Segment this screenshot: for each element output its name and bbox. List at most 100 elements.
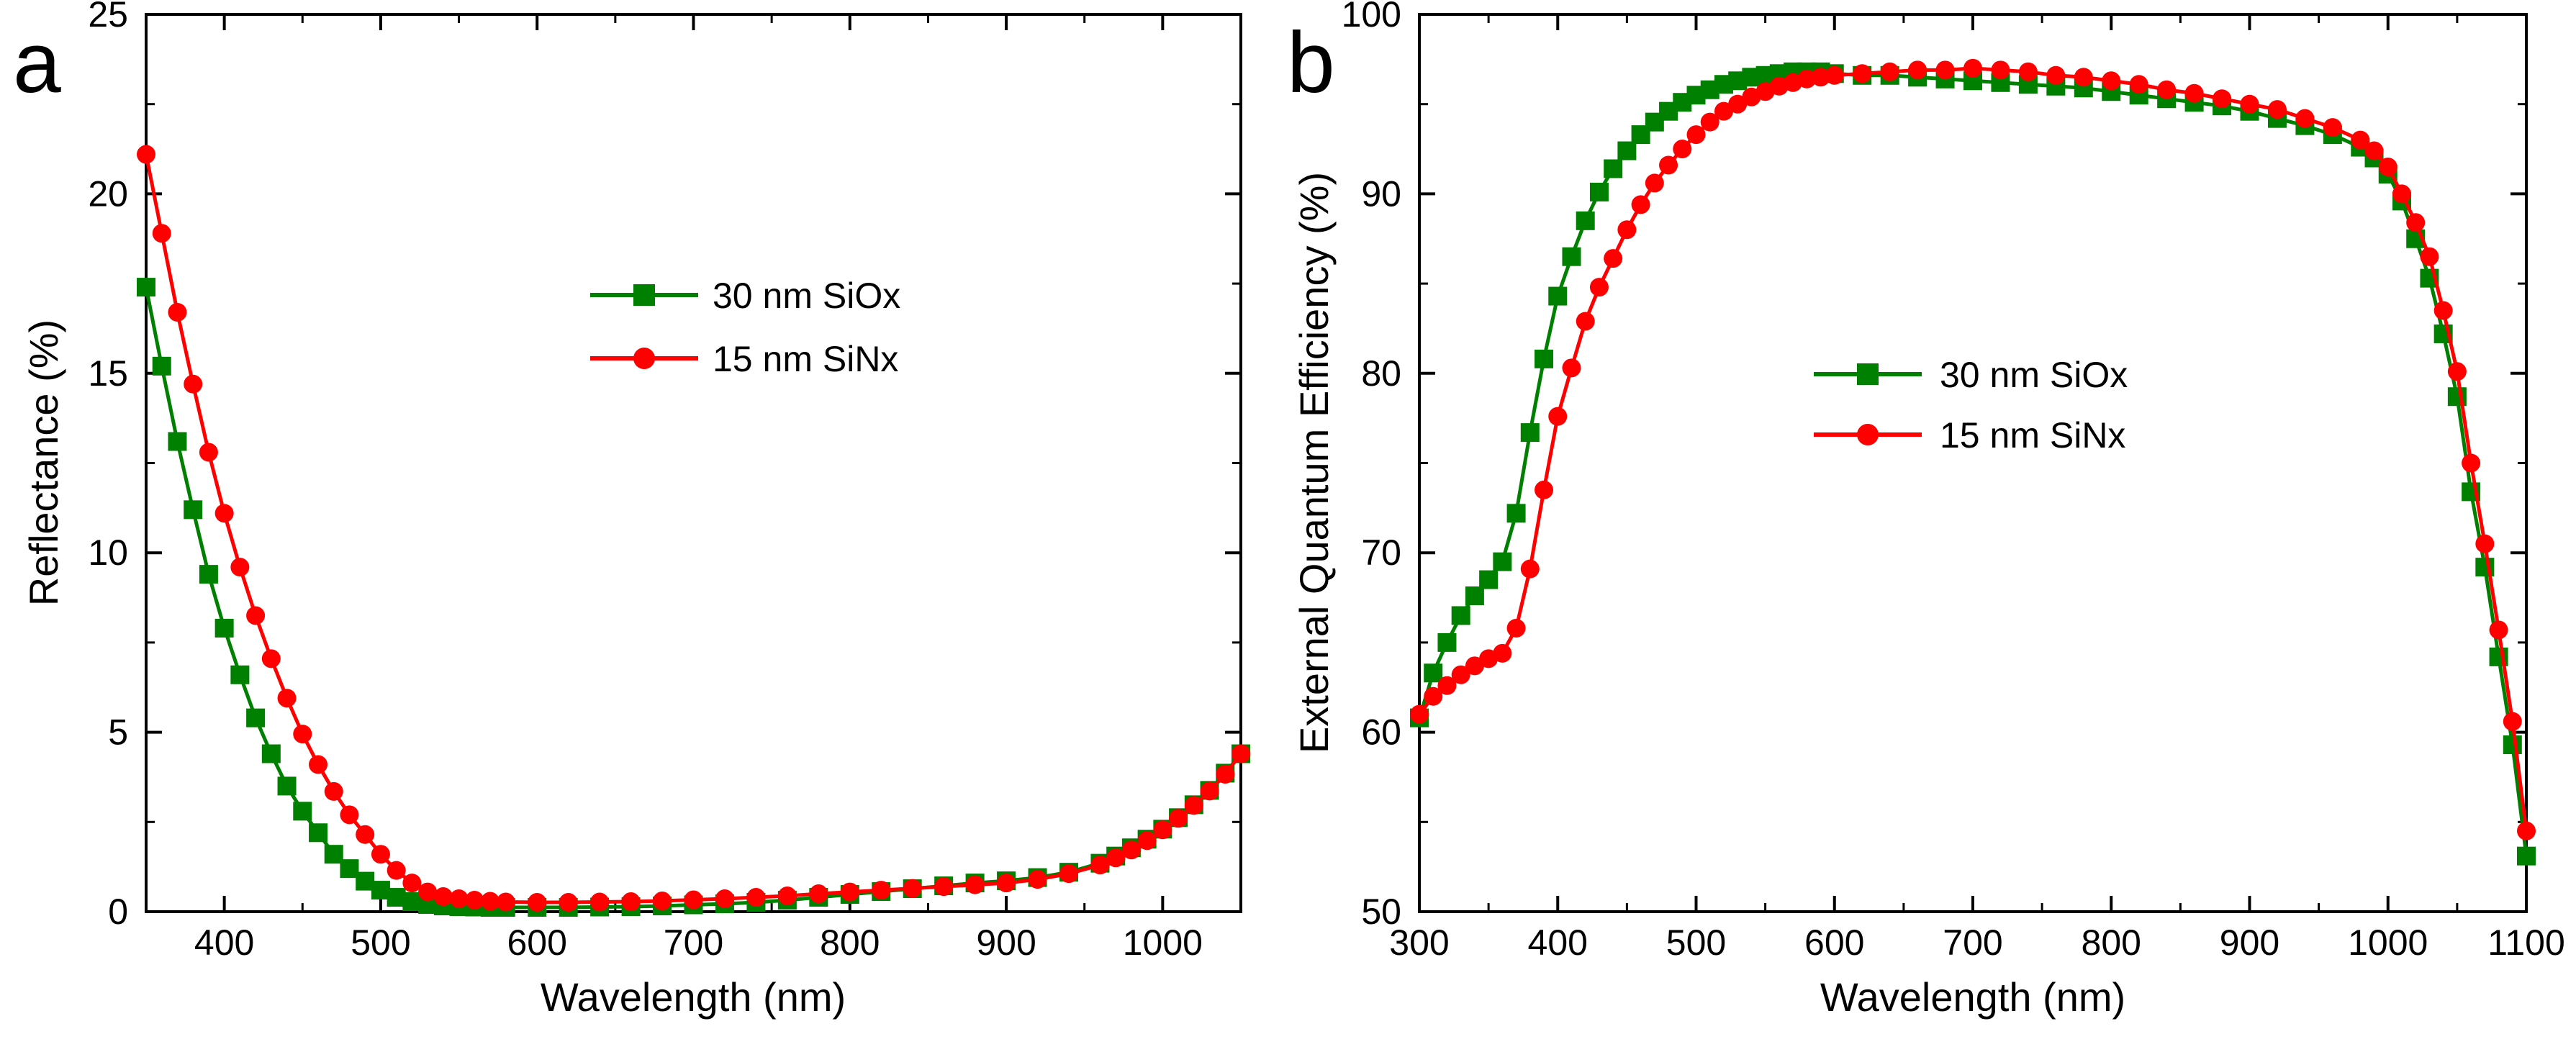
data-point (137, 278, 155, 297)
data-point (293, 802, 312, 821)
data-point (2517, 846, 2536, 866)
data-point (1424, 663, 1443, 683)
data-point (1506, 618, 1526, 638)
data-point (184, 500, 203, 520)
data-point (1535, 480, 1554, 499)
x-tick-label: 900 (976, 922, 1036, 963)
data-point (1548, 407, 1568, 426)
data-point (1617, 220, 1637, 240)
data-point (277, 776, 297, 796)
data-point (1106, 848, 1126, 868)
data-point (1617, 141, 1637, 160)
data-point (277, 689, 297, 708)
data-point (402, 892, 422, 912)
data-point (2433, 301, 2453, 320)
data-point (1437, 676, 1457, 695)
data-point (746, 888, 766, 907)
data-point (246, 606, 266, 625)
x-tick-label: 700 (664, 922, 723, 963)
x-tick-label: 1000 (1123, 922, 1203, 963)
panel-b-ticks: 300 400 500 600 700 800 900 1000 1100 50 60 70 80 90 1… (1342, 0, 2565, 963)
data-point (184, 374, 203, 394)
data-point (2267, 100, 2287, 119)
data-point (2462, 453, 2481, 473)
x-tick-label: 400 (194, 922, 254, 963)
data-point (199, 565, 218, 584)
data-point (481, 892, 500, 911)
data-point (1424, 686, 1443, 706)
x-tick-label: 800 (820, 922, 880, 963)
data-point (559, 893, 578, 912)
data-point (1589, 278, 1609, 297)
data-point (449, 889, 469, 909)
data-point (1908, 60, 1928, 80)
data-point (2489, 620, 2508, 640)
data-point (340, 859, 359, 879)
data-point (261, 744, 281, 763)
data-point (2018, 62, 2038, 81)
data-point (1728, 94, 1748, 114)
data-point (1548, 286, 1568, 306)
data-point (2378, 157, 2398, 176)
data-point (1880, 62, 1899, 81)
data-point (777, 887, 797, 906)
data-point (371, 881, 390, 900)
y-tick-label: 20 (88, 173, 128, 214)
data-point (1576, 211, 1595, 230)
data-point (2503, 712, 2522, 731)
data-point (402, 874, 422, 893)
data-point (230, 665, 250, 684)
data-point (1184, 796, 1203, 815)
panel-a-legend: 30 nm SiOx 15 nm SiNx (590, 276, 900, 379)
data-point (1562, 358, 1581, 378)
panel-a-xlabel: Wavelength (nm) (541, 974, 846, 1020)
data-point (2364, 141, 2384, 160)
data-point (1493, 552, 1512, 571)
data-point (840, 882, 859, 902)
data-point (1479, 570, 1499, 589)
data-point (903, 879, 922, 898)
x-tick-label: 900 (2220, 922, 2279, 963)
data-point (152, 224, 171, 243)
data-point (621, 892, 641, 912)
data-point (1121, 840, 1141, 860)
data-point (2295, 109, 2315, 128)
data-point (1686, 125, 1706, 145)
y-tick-label: 50 (1361, 892, 1401, 932)
data-point (2074, 68, 2093, 87)
legend-b-sio-label: 30 nm SiOx (1940, 355, 2128, 395)
legend-b-sin-label: 15 nm SiNx (1940, 415, 2125, 455)
data-point (1465, 586, 1484, 606)
panel-a-letter: a (13, 14, 61, 111)
data-point (1231, 744, 1250, 763)
data-point (1200, 781, 1219, 801)
x-tick-label: 1000 (2348, 922, 2428, 963)
y-tick-label: 60 (1361, 712, 1401, 753)
legend-a-sio-label: 30 nm SiOx (713, 276, 900, 316)
data-point (152, 356, 171, 376)
data-point (1169, 809, 1188, 828)
y-tick-label: 10 (88, 532, 128, 573)
x-tick-label: 500 (1666, 922, 1726, 963)
data-point (2447, 362, 2467, 381)
data-point (1631, 195, 1650, 214)
data-point (1059, 864, 1078, 884)
data-point (371, 845, 390, 864)
data-point (1811, 68, 1830, 87)
y-tick-label: 15 (88, 353, 128, 394)
data-point (2184, 83, 2204, 103)
data-point (465, 891, 484, 910)
y-tick-label: 100 (1342, 0, 1401, 35)
data-point (1137, 831, 1157, 851)
data-point (1451, 606, 1470, 625)
data-point (387, 888, 406, 907)
data-point (309, 823, 328, 843)
data-point (324, 781, 343, 801)
data-point (2392, 184, 2411, 204)
data-point (1935, 60, 1955, 80)
data-point (1645, 173, 1664, 193)
data-point (872, 881, 891, 900)
data-point (1410, 704, 1429, 724)
data-point (496, 892, 515, 912)
